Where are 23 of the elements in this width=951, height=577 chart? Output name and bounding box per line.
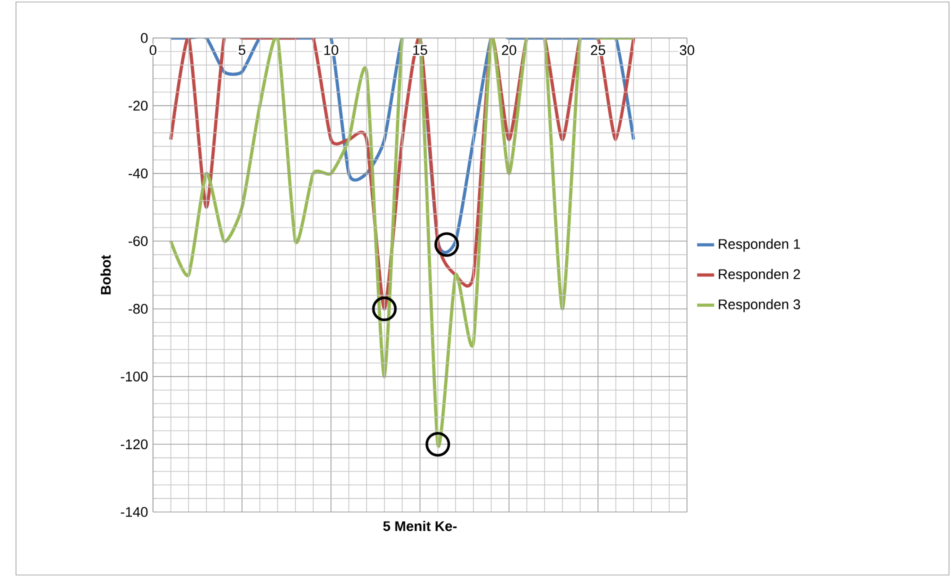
x-tick-label: 15 (413, 45, 428, 55)
legend-label: Responden 3 (718, 299, 800, 312)
x-tick-label: 25 (590, 45, 606, 56)
y-tick-label: -80 (128, 304, 148, 314)
x-tick-label: 20 (502, 45, 516, 56)
legend-label: Responden 1 (718, 238, 800, 252)
y-tick-label: -120 (120, 439, 148, 450)
y-tick-label: -60 (128, 236, 148, 246)
point (372, 296, 397, 322)
point (426, 432, 450, 457)
legend-label: Responden 2 (718, 268, 800, 282)
point (434, 232, 460, 257)
y-tick-label: -100 (120, 372, 148, 382)
y-axis-title: Bobot (100, 255, 111, 294)
y-tick-label: -140 (120, 507, 148, 517)
y-tick-label: 0 (140, 33, 148, 43)
y-tick-label: -20 (128, 100, 148, 111)
x-tick-label: 5 (238, 45, 246, 55)
x-tick-label: 30 (680, 45, 694, 56)
x-axis-title: 5 Menit Ke- (383, 520, 457, 532)
y-tick-label: -40 (128, 168, 148, 178)
x-tick-label: 0 (150, 45, 156, 56)
x-tick-label: 10 (324, 45, 338, 56)
